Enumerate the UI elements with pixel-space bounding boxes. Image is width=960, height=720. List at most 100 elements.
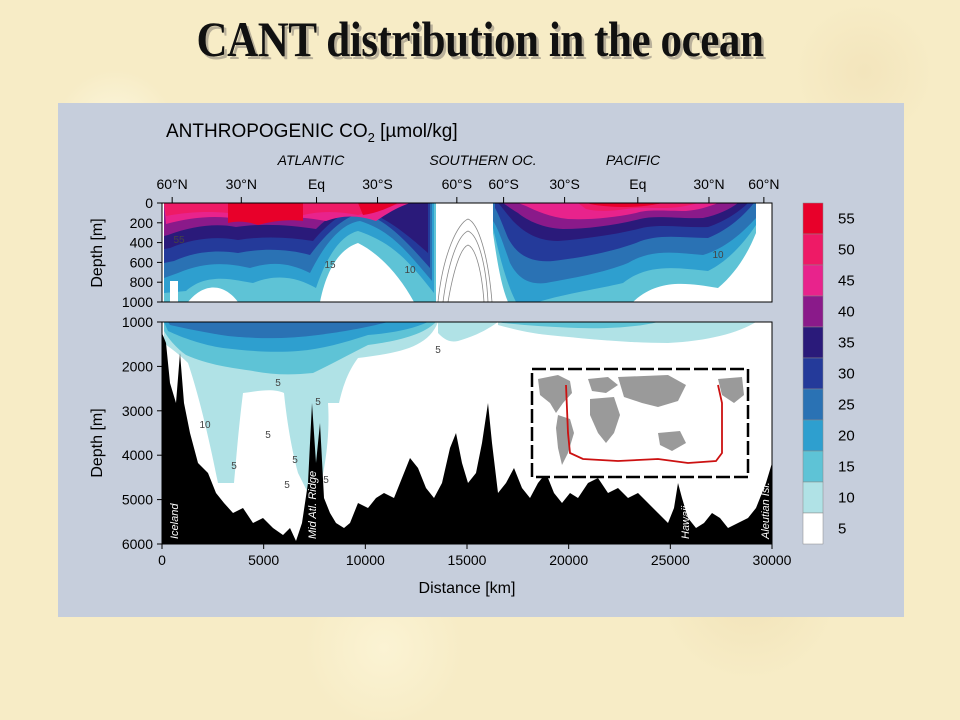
- continent-south-america: [556, 415, 574, 465]
- y-tick-label: 4000: [122, 447, 153, 463]
- colorbar-label: 55: [838, 211, 855, 228]
- y-tick-label: 800: [130, 274, 154, 290]
- latitude-tick-label: 30°N: [693, 176, 724, 192]
- latitude-tick-label: Eq: [308, 176, 325, 192]
- x-tick-label: 0: [158, 552, 166, 568]
- contour-label: 10: [199, 420, 211, 431]
- latitude-tick-label: 30°N: [226, 176, 257, 192]
- cant-figure: ANTHROPOGENIC CO2 [µmol/kg] ATLANTIC SOU…: [58, 103, 904, 617]
- latitude-tick-label: 60°N: [157, 176, 188, 192]
- basin-label-southern: SOUTHERN OC.: [429, 152, 536, 168]
- upper-panel-frame: [161, 202, 773, 303]
- contour-label: 5: [231, 461, 237, 472]
- colorbar-swatch: [802, 264, 824, 297]
- lower-y-ticks: 1000 2000 3000 4000 5000 6000: [122, 314, 162, 552]
- colorbar-label: 30: [838, 366, 855, 383]
- feature-label-hawaii: Hawaii: [680, 505, 692, 539]
- latitude-tick-label: 60°S: [442, 176, 473, 192]
- lower-band-southern: [438, 322, 498, 342]
- continent-asia: [618, 375, 686, 407]
- cant-section-chart: ANTHROPOGENIC CO2 [µmol/kg] ATLANTIC SOU…: [89, 121, 855, 597]
- world-map-inset: [530, 367, 750, 479]
- y-tick-label: 6000: [122, 536, 153, 552]
- upper-y-axis-label: Depth [m]: [89, 218, 106, 287]
- feature-label-aleutian: Aleutian Isl.: [760, 482, 772, 540]
- x-tick-label: 25000: [651, 552, 690, 568]
- y-tick-label: 5000: [122, 492, 153, 508]
- contour-line: [447, 244, 485, 302]
- feature-label-mid-atlantic-ridge: Mid Atl. Ridge: [307, 471, 319, 539]
- north-pacific-gap: [756, 203, 772, 302]
- contour-line: [437, 218, 493, 302]
- colorbar-label: 15: [838, 459, 855, 476]
- colorbar-label: 35: [838, 335, 855, 352]
- latitude-tick-label: 30°S: [549, 176, 580, 192]
- contour-label: 5: [284, 480, 290, 491]
- contour-label: 15: [324, 260, 336, 271]
- seafloor-bathymetry: [162, 333, 772, 544]
- contour-label: 5: [315, 397, 321, 408]
- colorbar-label: 5: [838, 521, 846, 538]
- contour-label: 55: [173, 235, 185, 246]
- x-axis-ticks: 0 5000 10000 15000 20000 25000 30000: [158, 544, 792, 568]
- inset-continents: [538, 375, 744, 465]
- x-tick-label: 5000: [248, 552, 279, 568]
- contour-label: 5: [323, 475, 329, 486]
- colorbar-swatch: [802, 357, 824, 390]
- upper-panel-contours: [164, 203, 772, 302]
- latitude-tick-label: 30°S: [362, 176, 393, 192]
- colorbar-swatch: [802, 419, 824, 452]
- y-tick-label: 2000: [122, 358, 153, 374]
- contour-band-55b: [358, 203, 398, 215]
- colorbar-swatch: [802, 326, 824, 359]
- x-tick-label: 20000: [549, 552, 588, 568]
- iceland-gap: [170, 281, 178, 302]
- colorbar-label: 10: [838, 490, 855, 507]
- section-track: [565, 384, 723, 464]
- chart-title: ANTHROPOGENIC CO2 [µmol/kg]: [166, 121, 458, 145]
- latitude-ticks: 60°N 30°N Eq 30°S 60°S 60°S 30°S Eq 30°N 60°N: [157, 176, 780, 203]
- feature-label-iceland: Iceland: [169, 503, 181, 539]
- contour-label: 10: [404, 265, 416, 276]
- colorbar: 55 50 45 40 35 30 25 20 15 10 5: [802, 202, 855, 545]
- continent-north-america-east: [718, 377, 744, 403]
- pacific-band-55: [588, 203, 663, 207]
- y-tick-label: 400: [130, 235, 154, 251]
- upper-panel: [162, 203, 772, 302]
- x-tick-label: 30000: [753, 552, 792, 568]
- contour-label: 5: [265, 430, 271, 441]
- continent-north-america: [538, 375, 572, 413]
- lower-band-25: [168, 322, 388, 339]
- colorbar-swatch: [802, 233, 824, 266]
- colorbar-label: 40: [838, 304, 855, 321]
- colorbar-label: 50: [838, 242, 855, 259]
- y-tick-label: 200: [130, 215, 154, 231]
- lower-band-pacific-15: [498, 322, 658, 329]
- contour-band-55: [228, 203, 303, 225]
- lower-white-patch: [258, 403, 283, 483]
- slide-title: CANT distribution in the ocean: [196, 11, 764, 67]
- x-tick-label: 10000: [346, 552, 385, 568]
- upper-y-ticks: 0 200 400 600 800 1000: [122, 195, 162, 310]
- contour-label: 10: [712, 250, 724, 261]
- y-tick-label: 1000: [122, 294, 153, 310]
- y-tick-label: 3000: [122, 403, 153, 419]
- contour-label: 5: [292, 455, 298, 466]
- colorbar-label: 45: [838, 273, 855, 290]
- colorbar-label: 25: [838, 397, 855, 414]
- contour-line: [442, 230, 489, 302]
- y-tick-label: 1000: [122, 314, 153, 330]
- lower-white-patch: [320, 403, 345, 488]
- y-tick-label: 0: [145, 195, 153, 211]
- x-tick-label: 15000: [448, 552, 487, 568]
- latitude-tick-label: 60°N: [748, 176, 779, 192]
- colorbar-swatch: [802, 388, 824, 421]
- colorbar-swatch: [802, 450, 824, 483]
- latitude-tick-label: 60°S: [488, 176, 519, 192]
- colorbar-swatch: [802, 512, 824, 545]
- colorbar-swatch: [802, 295, 824, 328]
- colorbar-swatch: [802, 481, 824, 514]
- contour-label: 5: [275, 378, 281, 389]
- lower-panel-contours: [162, 322, 772, 544]
- continent-africa: [590, 397, 620, 443]
